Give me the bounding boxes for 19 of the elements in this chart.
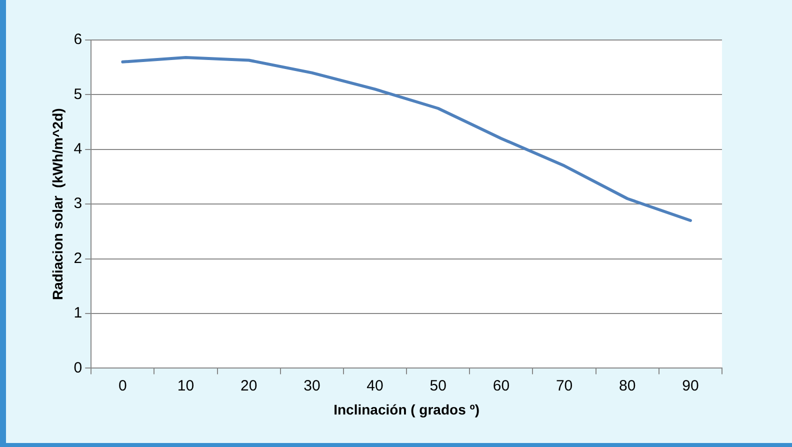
x-tick-label: 80 bbox=[619, 377, 636, 394]
y-tick-label: 5 bbox=[74, 86, 82, 103]
x-tick-label: 10 bbox=[177, 377, 194, 394]
y-tick-label: 2 bbox=[74, 250, 82, 267]
x-tick-label: 30 bbox=[304, 377, 320, 394]
y-tick-label: 6 bbox=[74, 31, 82, 48]
x-tick-label: 60 bbox=[492, 377, 510, 394]
x-axis-title: Inclinación ( grados º) bbox=[334, 401, 480, 418]
x-tick-label: 50 bbox=[430, 377, 446, 394]
y-tick-label: 4 bbox=[74, 140, 82, 158]
x-tick-label: 90 bbox=[682, 377, 699, 394]
x-tick-label: 70 bbox=[556, 377, 573, 394]
x-tick-label: 20 bbox=[240, 377, 258, 394]
x-tick-label: 40 bbox=[366, 377, 384, 394]
y-tick-label: 1 bbox=[74, 304, 82, 322]
y-tick-label: 0 bbox=[74, 359, 82, 376]
y-tick-label: 3 bbox=[74, 195, 82, 212]
x-tick-label: 0 bbox=[118, 377, 127, 394]
y-axis-title: Radiacion solar (kWh/m^2d) bbox=[49, 108, 66, 300]
